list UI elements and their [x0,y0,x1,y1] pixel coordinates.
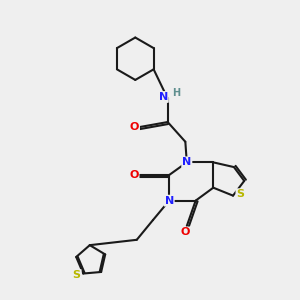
Text: N: N [159,92,168,102]
Text: N: N [182,158,191,167]
Text: O: O [181,227,190,237]
Text: O: O [130,122,139,132]
Text: N: N [164,196,174,206]
Text: O: O [129,170,139,180]
Text: S: S [236,189,244,199]
Text: H: H [172,88,181,98]
Text: S: S [73,270,81,280]
